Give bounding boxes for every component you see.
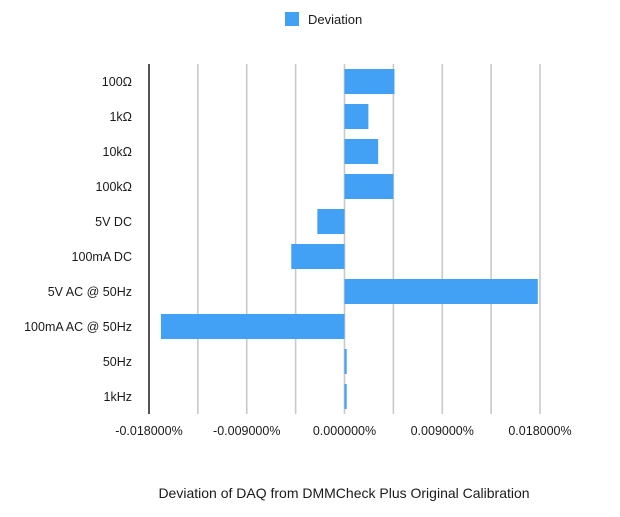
category-label: 100Ω	[102, 75, 132, 89]
x-tick-label: 0.000000%	[313, 424, 376, 438]
bar-3	[344, 174, 394, 199]
category-label: 100mA DC	[72, 250, 132, 264]
x-tick-label: 0.009000%	[411, 424, 474, 438]
gridlines	[197, 64, 541, 414]
legend-swatch-deviation	[285, 12, 299, 26]
x-tick-labels: -0.018000% -0.009000% 0.000000% 0.009000% 0.…	[115, 424, 571, 438]
bar-0	[344, 69, 395, 94]
category-label: 5V AC @ 50Hz	[48, 285, 132, 299]
bar-6	[344, 279, 538, 304]
category-label: 100mA AC @ 50Hz	[24, 320, 132, 334]
bar-8	[344, 349, 347, 374]
legend: Deviation	[285, 12, 362, 27]
category-label: 100kΩ	[96, 180, 132, 194]
category-label: 10kΩ	[103, 145, 133, 159]
bars	[160, 69, 538, 409]
x-tick-label: -0.009000%	[213, 424, 280, 438]
category-label: 1kΩ	[109, 110, 132, 124]
x-tick-label: 0.018000%	[508, 424, 571, 438]
bar-9	[344, 384, 347, 409]
category-label: 5V DC	[95, 215, 132, 229]
bar-1	[344, 104, 369, 129]
bar-5	[291, 244, 345, 269]
category-labels: 100Ω 1kΩ 10kΩ 100kΩ 5V DC 100mA DC 5V AC @ 50H…	[24, 75, 132, 404]
x-tick-label: -0.018000%	[115, 424, 182, 438]
category-label: 1kHz	[104, 390, 132, 404]
legend-label-deviation: Deviation	[308, 12, 362, 27]
category-label: 50Hz	[103, 355, 132, 369]
bar-2	[344, 139, 379, 164]
bar-4	[317, 209, 345, 234]
chart-title: Deviation of DAQ from DMMCheck Plus Orig…	[158, 485, 529, 501]
bar-7	[160, 314, 345, 339]
